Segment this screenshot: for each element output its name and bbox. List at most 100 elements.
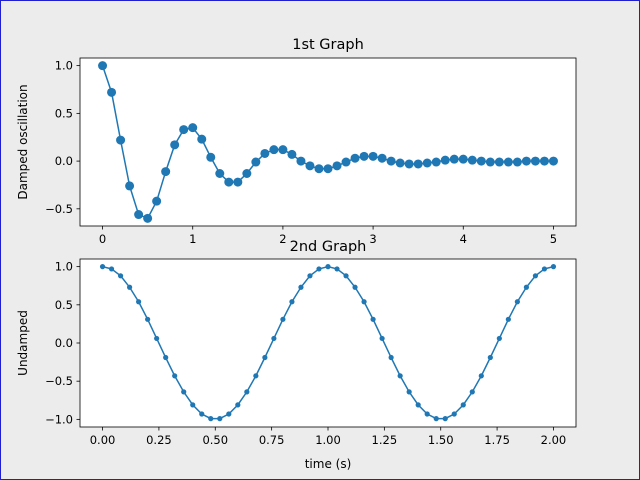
subplot-2-xtick-label: 0.00 xyxy=(90,433,116,447)
subplot-1-data-point xyxy=(242,169,252,178)
subplot-1-data-point xyxy=(548,156,558,166)
subplot-2-ticks: 0.00 0.25 0.50 0.75 1.00 1.25 1.50 1.75 2.00 −1.0… xyxy=(45,260,566,447)
subplot-1-data-point xyxy=(386,156,396,166)
subplot-1-data-point xyxy=(395,158,405,168)
subplot-2-data-point xyxy=(226,411,232,417)
subplot-2-axes-bg xyxy=(80,259,576,427)
subplot-2-data-point xyxy=(388,354,394,361)
subplot-2-xtick-label: 1.50 xyxy=(428,433,454,447)
subplot-2-data-point xyxy=(208,416,214,422)
subplot-1-data-point xyxy=(233,177,243,187)
subplot-2-xtick-label: 2.00 xyxy=(541,433,567,447)
subplot-1-data-point xyxy=(251,157,261,167)
subplot-1-data-point xyxy=(224,177,234,187)
subplot-2-ylabel: Undamped xyxy=(16,310,30,376)
subplot-2-data-point xyxy=(370,316,376,322)
subplot-2-data-point xyxy=(496,335,502,342)
subplot-1-data-point xyxy=(260,148,270,158)
subplot-2-data-point xyxy=(352,284,358,290)
subplot-1-data-point xyxy=(377,153,387,163)
subplot-1-data-point xyxy=(404,159,414,169)
subplot-2-data-point xyxy=(424,411,430,417)
subplot-1-data-point xyxy=(143,213,153,223)
subplot-1-xtick-label: 3 xyxy=(369,232,376,246)
subplot-2-data-point xyxy=(154,335,160,342)
subplot-2-data-point xyxy=(361,299,367,305)
subplot-1-data-point xyxy=(161,167,171,177)
subplot-1-data-point xyxy=(539,156,549,166)
subplot-1-ytick-label: −0.5 xyxy=(45,202,73,216)
subplot-2-data-point xyxy=(316,266,322,272)
subplot-1-xtick-label: 2 xyxy=(279,232,286,246)
subplot-1-data-point xyxy=(440,155,450,165)
subplot-2-data-point xyxy=(163,354,169,361)
subplot-2-xtick-label: 0.75 xyxy=(259,433,285,447)
subplot-1-data-point xyxy=(449,154,459,164)
subplot-2-data-point xyxy=(442,416,448,422)
subplot-1: 0 1 2 3 4 5 −0.5 0.0 0.5 1.0 1st Graph Damped osc… xyxy=(16,37,577,246)
subplot-2-data-point xyxy=(532,273,539,279)
subplot-2-xtick-label: 1.25 xyxy=(372,433,398,447)
subplot-1-data-point xyxy=(278,145,288,155)
subplot-1-ylabel: Damped oscillation xyxy=(16,84,30,199)
subplot-1-data-point xyxy=(287,149,297,159)
subplot-1-data-point xyxy=(431,157,441,167)
subplot-1-data-point xyxy=(116,135,126,145)
subplot-1-data-point xyxy=(485,157,495,167)
subplot-1-ytick-label: 0.0 xyxy=(55,154,73,168)
subplot-2-data-point xyxy=(127,284,133,290)
subplot-2-data-point xyxy=(478,373,484,379)
subplot-1-data-point xyxy=(359,151,369,161)
subplot-2-data-point xyxy=(406,389,412,395)
subplot-1-data-point xyxy=(512,157,522,167)
subplot-1-data-point xyxy=(215,169,225,178)
subplot-1-xtick-label: 4 xyxy=(460,232,467,246)
subplot-2-data-point xyxy=(523,284,530,290)
subplot-1-ytick-label: 0.5 xyxy=(55,106,73,120)
subplot-2-data-point xyxy=(541,266,548,272)
subplot-1-data-point xyxy=(422,158,432,168)
subplot-1-data-point xyxy=(125,181,135,191)
subplot-1-data-point xyxy=(179,125,189,135)
subplot-1-data-point xyxy=(458,154,468,164)
subplot-2-data-point xyxy=(514,299,520,305)
subplot-2-data-point xyxy=(253,373,259,379)
subplot-1-data-point xyxy=(368,151,378,161)
subplot-2-data-point xyxy=(217,416,223,422)
subplot-1-data-point xyxy=(152,196,162,206)
subplot-2-data-point xyxy=(244,389,250,395)
subplot-1-data-point xyxy=(188,123,198,133)
subplot-1-data-point xyxy=(170,140,180,150)
subplot-2-data-point xyxy=(460,402,466,408)
subplot-2-ytick-label: −1.0 xyxy=(45,412,73,426)
subplot-2-data-point xyxy=(379,335,385,342)
subplot-1-data-point xyxy=(494,157,504,167)
subplot-1-data-point xyxy=(98,61,108,71)
subplot-2-marks xyxy=(99,264,557,422)
subplot-2-data-point xyxy=(190,402,196,408)
subplot-2-data-point xyxy=(505,316,511,322)
subplot-1-title: 1st Graph xyxy=(292,37,364,53)
subplot-1-xtick-label: 0 xyxy=(99,232,106,246)
subplot-2-ytick-label: −0.5 xyxy=(45,374,73,388)
subplot-1-data-point xyxy=(197,134,207,144)
subplot-1-ytick-label: 1.0 xyxy=(55,59,73,73)
subplot-1-data-point xyxy=(332,161,342,171)
subplot-1-marks xyxy=(98,61,558,223)
subplot-2-data-point xyxy=(397,373,403,379)
subplot-1-data-point xyxy=(323,164,333,174)
subplot-1-data-point xyxy=(134,210,144,220)
subplot-1-data-point xyxy=(467,155,477,165)
subplot-2-xtick-label: 1.00 xyxy=(315,433,341,447)
subplot-2-data-point xyxy=(289,299,295,305)
subplot-2-data-point xyxy=(298,284,304,290)
subplot-2-data-point xyxy=(307,273,313,279)
subplot-1-data-point xyxy=(296,156,306,166)
subplot-1-axes-bg xyxy=(80,58,576,226)
subplot-1-data-point xyxy=(503,157,513,167)
subplot-2-xtick-label: 1.75 xyxy=(484,433,510,447)
subplot-1-data-point xyxy=(269,145,279,155)
subplot-2-data-point xyxy=(343,273,349,279)
subplot-2-data-point xyxy=(451,411,457,417)
subplot-2-xtick-label: 0.25 xyxy=(146,433,172,447)
